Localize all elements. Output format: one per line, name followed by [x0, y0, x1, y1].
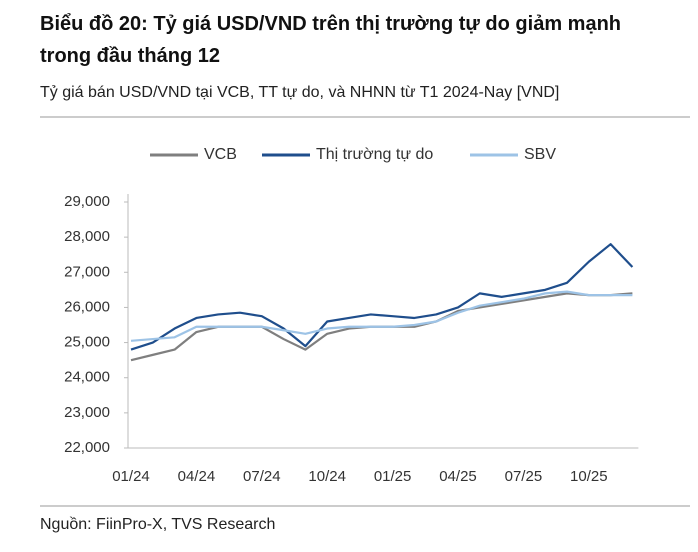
- y-tick-label: 25,000: [64, 334, 110, 351]
- y-tick-label: 22,000: [64, 439, 110, 456]
- y-tick-label: 23,000: [64, 404, 110, 421]
- x-tick-label: 04/24: [178, 468, 216, 485]
- legend-label: SBV: [524, 146, 556, 163]
- x-tick-label: 07/24: [243, 468, 281, 485]
- y-tick-label: 28,000: [64, 228, 110, 245]
- chart-subtitle: Tỷ giá bán USD/VND tại VCB, TT tự do, và…: [40, 84, 560, 101]
- series-line: [130, 243, 634, 351]
- legend-label: VCB: [204, 146, 237, 163]
- x-tick-label: 01/24: [112, 468, 150, 485]
- legend-label: Thị trường tự do: [316, 146, 433, 163]
- x-tick-label: 04/25: [439, 468, 477, 485]
- chart-title: Biểu đồ 20: Tỷ giá USD/VND trên thị trườ…: [40, 13, 621, 67]
- series-line: [130, 290, 633, 342]
- source-note: Nguồn: FiinPro-X, TVS Research: [40, 516, 275, 533]
- y-tick-label: 29,000: [64, 193, 110, 210]
- x-tick-label: 10/25: [570, 468, 608, 485]
- x-tick-label: 01/25: [374, 468, 412, 485]
- x-tick-label: 10/24: [308, 468, 346, 485]
- y-tick-label: 24,000: [64, 369, 110, 386]
- y-tick-label: 27,000: [64, 263, 110, 280]
- y-tick-label: 26,000: [64, 298, 110, 315]
- x-tick-label: 07/25: [505, 468, 543, 485]
